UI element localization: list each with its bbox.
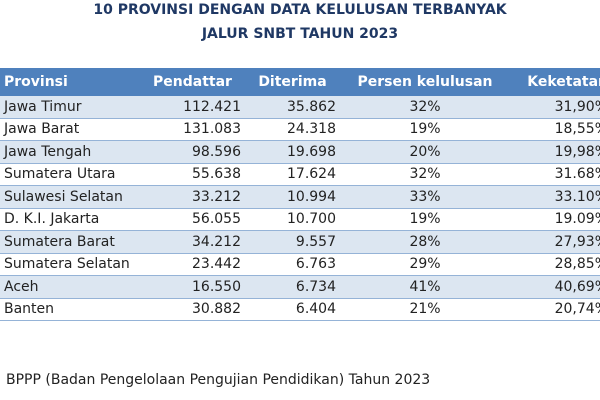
table-cell: 19.698 (245, 140, 340, 164)
column-header: Provinsi (0, 68, 140, 96)
table-cell: 19% (340, 118, 510, 141)
table-cell: 41% (340, 275, 510, 299)
table-cell: 18,55% (510, 118, 600, 141)
table-cell: 16.550 (140, 275, 245, 299)
table-cell: 10.994 (245, 185, 340, 209)
column-header: Persen kelulusan (340, 68, 510, 96)
table-cell: 30.882 (140, 298, 245, 321)
table-cell: 24.318 (245, 118, 340, 141)
column-header: Keketatan (510, 68, 600, 96)
table-cell: 98.596 (140, 140, 245, 164)
table-cell: 28% (340, 230, 510, 254)
title: JALUR SNBT TAHUN 2023 (201, 26, 399, 42)
table-cell: 33% (340, 185, 510, 209)
title: 10 PROVINSI DENGAN DATA KELULUSAN TERBAN… (93, 2, 507, 18)
table-cell: Jawa Timur (0, 96, 140, 119)
table-cell: 32% (340, 163, 510, 186)
header-row: Provinsi Pendattar Diterima Persen kelulusa… (0, 68, 600, 96)
table-cell: 55.638 (140, 163, 245, 186)
table-cell: 23.442 (140, 253, 245, 276)
table-cell: 19,98% (510, 140, 600, 164)
table-cell: Sumatera Barat (0, 230, 140, 254)
table-cell: Aceh (0, 275, 140, 299)
table-cell: 40,69% (510, 275, 600, 299)
table-cell: Sumatera Utara (0, 163, 140, 186)
table-cell: 20,74% (510, 298, 600, 321)
table-cell: 6.734 (245, 275, 340, 299)
table-cell: 35.862 (245, 96, 340, 119)
table-cell: 33.212 (140, 185, 245, 209)
table-cell: D. K.I. Jakarta (0, 208, 140, 231)
table-cell: 17.624 (245, 163, 340, 186)
table-cell: 34.212 (140, 230, 245, 254)
column-header: Diterima (245, 68, 340, 96)
table-cell: 6.763 (245, 253, 340, 276)
table-cell: 21% (340, 298, 510, 321)
table-cell: 19% (340, 208, 510, 231)
table-cell: 56.055 (140, 208, 245, 231)
table-cell: Sulawesi Selatan (0, 185, 140, 209)
table-cell: 20% (340, 140, 510, 164)
table-cell: 6.404 (245, 298, 340, 321)
table-cell: Jawa Barat (0, 118, 140, 141)
table-cell: 10.700 (245, 208, 340, 231)
table-cell: 33.10% (510, 185, 600, 209)
table-cell: Sumatera Selatan (0, 253, 140, 276)
table-cell: 31.68% (510, 163, 600, 186)
table-cell: 19.09% (510, 208, 600, 231)
table-cell: 131.083 (140, 118, 245, 141)
source-note: BPPP (Badan Pengelolaan Pengujian Pendid… (6, 372, 431, 388)
table: Provinsi Pendattar Diterima Persen kelulusa… (0, 68, 600, 321)
table-cell: Jawa Tengah (0, 140, 140, 164)
column-header: Pendattar (140, 68, 245, 96)
table-cell: 112.421 (140, 96, 245, 119)
table-cell: 32% (340, 96, 510, 119)
table-cell: Banten (0, 298, 140, 321)
table-cell: 31,90% (510, 96, 600, 119)
table-cell: 9.557 (245, 230, 340, 254)
table-cell: 27,93% (510, 230, 600, 254)
table-cell: 28,85% (510, 253, 600, 276)
table-cell: 29% (340, 253, 510, 276)
